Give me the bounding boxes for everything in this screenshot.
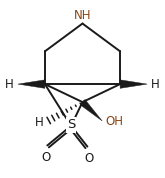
- Polygon shape: [18, 80, 45, 88]
- Polygon shape: [80, 100, 102, 121]
- Text: NH: NH: [74, 9, 91, 22]
- Text: H: H: [5, 78, 14, 91]
- Text: H: H: [35, 116, 44, 129]
- Text: OH: OH: [105, 115, 123, 128]
- Text: O: O: [41, 151, 50, 164]
- Text: O: O: [84, 152, 94, 165]
- Polygon shape: [120, 80, 147, 88]
- Text: H: H: [151, 78, 160, 91]
- Text: S: S: [67, 119, 75, 132]
